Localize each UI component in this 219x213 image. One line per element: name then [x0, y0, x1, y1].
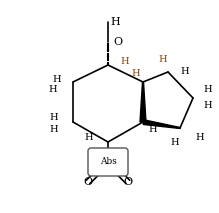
Text: H: H [171, 138, 179, 147]
Text: H: H [203, 102, 212, 111]
Text: H: H [131, 69, 140, 79]
Text: H: H [49, 112, 58, 121]
Text: H: H [180, 68, 189, 76]
Text: O: O [124, 177, 132, 187]
Text: H: H [159, 55, 167, 64]
Polygon shape [140, 82, 146, 122]
Text: H: H [195, 133, 204, 142]
Polygon shape [143, 119, 180, 128]
Text: H: H [120, 58, 129, 66]
FancyBboxPatch shape [88, 148, 128, 176]
Text: H: H [110, 17, 120, 27]
Text: H: H [52, 75, 61, 83]
Text: H: H [48, 85, 57, 95]
Text: H: H [148, 125, 157, 134]
Text: H: H [49, 125, 58, 134]
Text: O: O [83, 177, 93, 187]
Text: H: H [84, 132, 93, 141]
Text: O: O [113, 37, 122, 47]
Text: Abs: Abs [100, 157, 117, 167]
Text: H: H [203, 85, 212, 95]
